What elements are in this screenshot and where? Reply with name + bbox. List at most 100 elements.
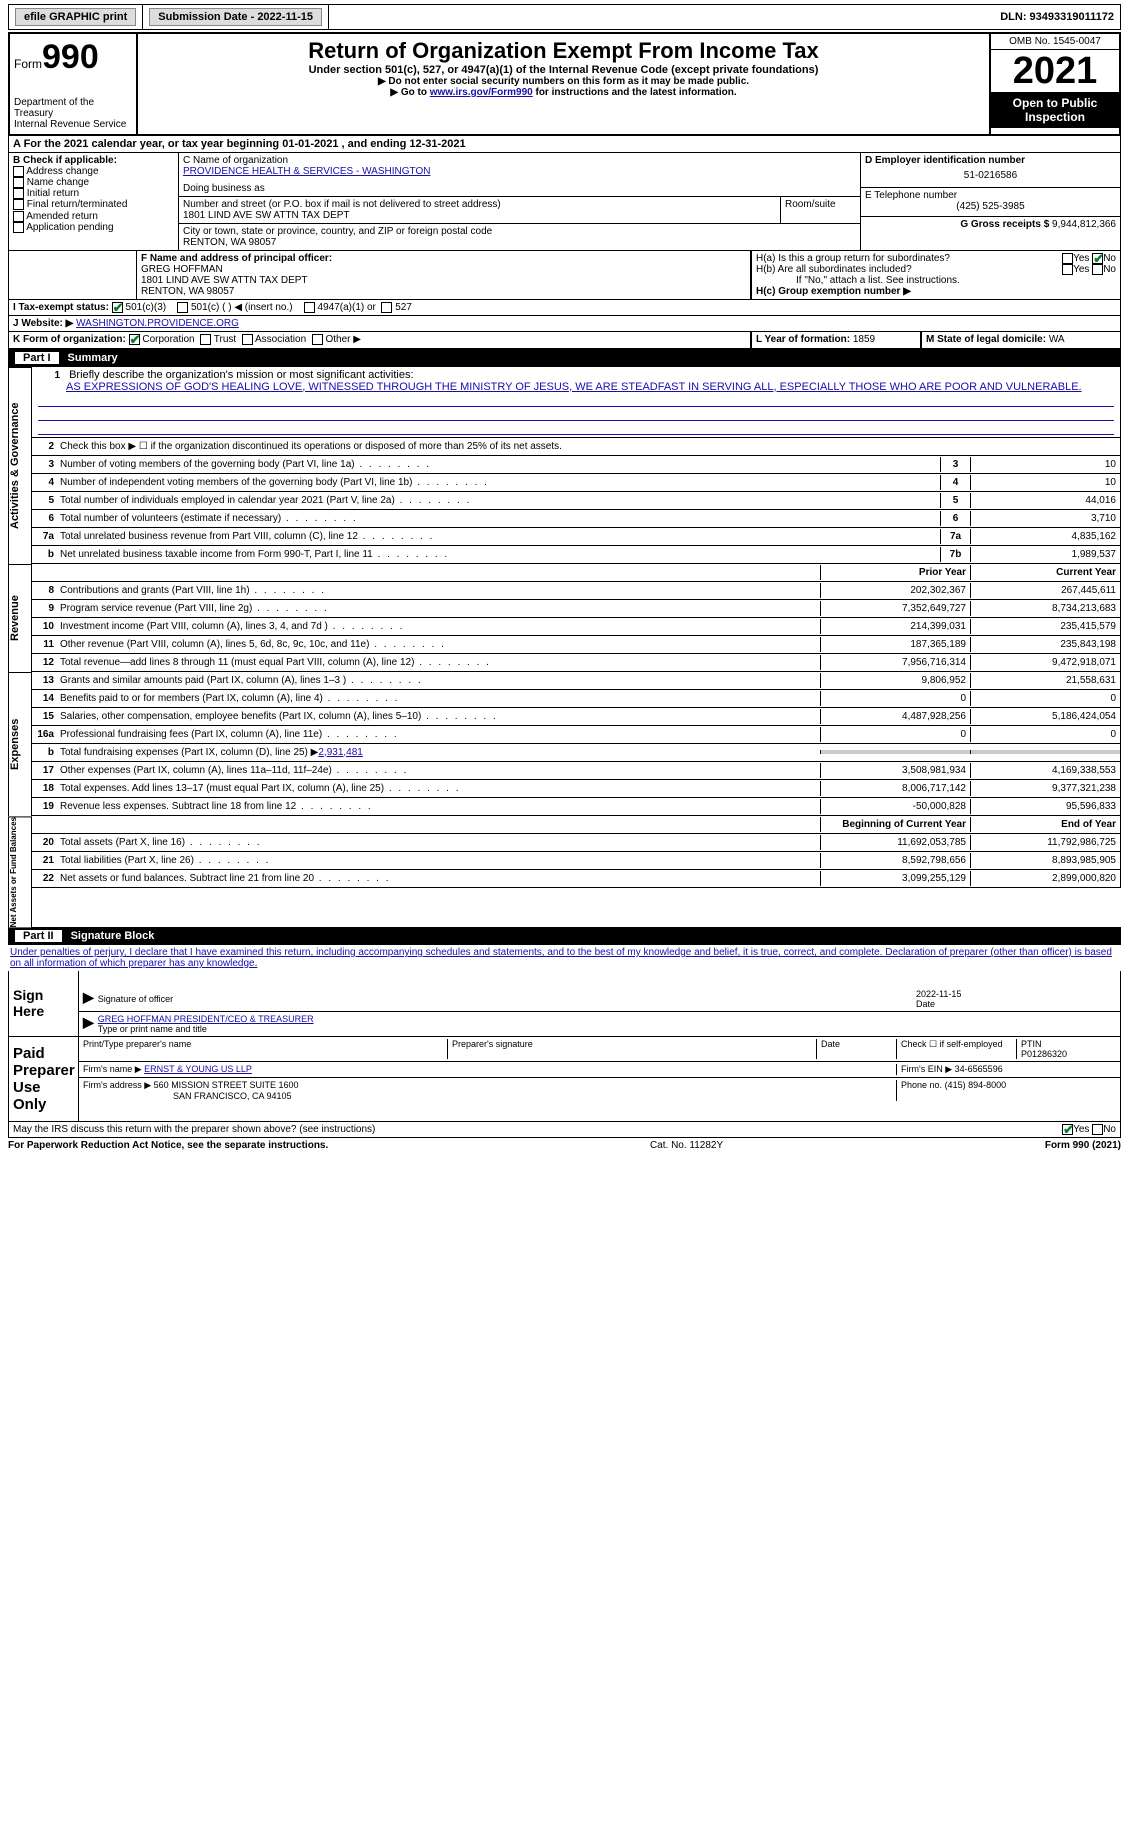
chk-assoc[interactable] (242, 334, 253, 345)
open-public: Open to Public Inspection (991, 92, 1119, 128)
chk-4947[interactable] (304, 302, 315, 313)
topbar: efile GRAPHIC print Submission Date - 20… (8, 4, 1121, 30)
firm-addr2: SAN FRANCISCO, CA 94105 (83, 1091, 292, 1101)
revenue-section: Revenue Prior YearCurrent Year 8Contribu… (8, 564, 1121, 672)
dept-label: Department of the Treasury (14, 97, 132, 119)
officer-name-title: GREG HOFFMAN PRESIDENT/CEO & TREASURER (98, 1014, 314, 1024)
city-value: RENTON, WA 98057 (183, 237, 856, 248)
form-header: Form990 Department of the Treasury Inter… (8, 32, 1121, 136)
gross-value: 9,944,812,366 (1052, 219, 1116, 230)
table-row: 15Salaries, other compensation, employee… (32, 708, 1121, 726)
gross-label: G Gross receipts $ (960, 219, 1049, 230)
line1-label: Briefly describe the organization's miss… (69, 369, 413, 381)
chk-final[interactable] (13, 199, 24, 210)
omb-number: OMB No. 1545-0047 (991, 34, 1119, 50)
chk-501c[interactable] (177, 302, 188, 313)
activities-governance: Activities & Governance 1 Briefly descri… (8, 367, 1121, 564)
chk-corp[interactable] (129, 334, 140, 345)
netassets-section: Net Assets or Fund Balances Beginning of… (8, 816, 1121, 927)
expenses-section: Expenses 13Grants and similar amounts pa… (8, 672, 1121, 816)
chk-address[interactable] (13, 166, 24, 177)
chk-other[interactable] (312, 334, 323, 345)
chk-discuss-no[interactable] (1092, 1124, 1103, 1135)
table-row: 16aProfessional fundraising fees (Part I… (32, 726, 1121, 744)
declaration: Under penalties of perjury, I declare th… (8, 945, 1121, 971)
table-row: 7aTotal unrelated business revenue from … (32, 528, 1121, 546)
firm-name[interactable]: ERNST & YOUNG US LLP (144, 1064, 252, 1074)
print-name-label: Print/Type preparer's name (83, 1039, 447, 1059)
room-label: Room/suite (780, 197, 860, 224)
officer-label: F Name and address of principal officer: (141, 253, 746, 264)
firm-phone: (415) 894-8000 (945, 1080, 1007, 1090)
table-row: 8Contributions and grants (Part VIII, li… (32, 582, 1121, 600)
table-row: 6Total number of volunteers (estimate if… (32, 510, 1121, 528)
chk-initial[interactable] (13, 188, 24, 199)
mission-text: AS EXPRESSIONS OF GOD'S HEALING LOVE, WI… (38, 381, 1114, 393)
street-label: Number and street (or P.O. box if mail i… (183, 199, 776, 210)
city-label: City or town, state or province, country… (183, 226, 856, 237)
officer-name: GREG HOFFMAN (141, 264, 746, 275)
table-row: 22Net assets or fund balances. Subtract … (32, 870, 1121, 888)
line16b: Total fundraising expenses (Part IX, col… (60, 745, 820, 760)
irs-link[interactable]: www.irs.gov/Form990 (430, 87, 533, 98)
chk-ha-yes[interactable] (1062, 253, 1073, 264)
page-footer: For Paperwork Reduction Act Notice, see … (8, 1138, 1121, 1153)
table-row: 3Number of voting members of the governi… (32, 456, 1121, 474)
table-row: 17Other expenses (Part IX, column (A), l… (32, 762, 1121, 780)
street-value: 1801 LIND AVE SW ATTN TAX DEPT (183, 210, 776, 221)
table-row: 5Total number of individuals employed in… (32, 492, 1121, 510)
officer-addr2: RENTON, WA 98057 (141, 286, 746, 297)
current-year-hdr: Current Year (970, 565, 1120, 580)
part1-header: Part ISummary (8, 349, 1121, 367)
table-row: 14Benefits paid to or for members (Part … (32, 690, 1121, 708)
dba-label: Doing business as (183, 183, 856, 194)
ein-label: D Employer identification number (865, 155, 1116, 166)
section-i: I Tax-exempt status: 501(c)(3) 501(c) ( … (8, 300, 1121, 316)
section-f-h: F Name and address of principal officer:… (8, 251, 1121, 300)
dln: DLN: 93493319011172 (994, 5, 1120, 29)
efile-label: efile GRAPHIC print (9, 5, 143, 29)
form-number: Form990 (14, 38, 132, 77)
chk-527[interactable] (381, 302, 392, 313)
sig-officer-label: Signature of officer (98, 994, 173, 1004)
firm-ein: 34-6565596 (955, 1064, 1003, 1074)
table-row: bNet unrelated business taxable income f… (32, 546, 1121, 564)
hc-label: H(c) Group exemption number ▶ (756, 286, 1116, 297)
table-row: 13Grants and similar amounts paid (Part … (32, 672, 1121, 690)
chk-trust[interactable] (200, 334, 211, 345)
sign-here-block: Sign Here ▶Signature of officer 2022-11-… (8, 971, 1121, 1037)
chk-hb-no[interactable] (1092, 264, 1103, 275)
header-grid: B Check if applicable: Address change Na… (8, 153, 1121, 251)
phone-value: (425) 525-3985 (865, 201, 1116, 212)
chk-amended[interactable] (13, 211, 24, 222)
table-row: 18Total expenses. Add lines 13–17 (must … (32, 780, 1121, 798)
self-employed: Check ☐ if self-employed (896, 1039, 1016, 1059)
hb-note: If "No," attach a list. See instructions… (756, 275, 1116, 286)
table-row: 10Investment income (Part VIII, column (… (32, 618, 1121, 636)
table-row: 19Revenue less expenses. Subtract line 1… (32, 798, 1121, 816)
sign-here-label: Sign Here (9, 971, 79, 1036)
prior-year-hdr: Prior Year (820, 565, 970, 580)
section-klm: K Form of organization: Corporation Trus… (8, 332, 1121, 348)
ha-label: H(a) Is this a group return for subordin… (756, 253, 950, 264)
ein-value: 51-0216586 (865, 166, 1116, 185)
chk-discuss-yes[interactable] (1062, 1124, 1073, 1135)
table-row: 20Total assets (Part X, line 16)11,692,0… (32, 834, 1121, 852)
org-name[interactable]: PROVIDENCE HEALTH & SERVICES - WASHINGTO… (183, 166, 856, 177)
table-row: 9Program service revenue (Part VIII, lin… (32, 600, 1121, 618)
form-title: Return of Organization Exempt From Incom… (146, 38, 981, 64)
chk-name[interactable] (13, 177, 24, 188)
paid-preparer-block: Paid Preparer Use Only Print/Type prepar… (8, 1037, 1121, 1122)
table-row: 12Total revenue—add lines 8 through 11 (… (32, 654, 1121, 672)
paid-preparer-label: Paid Preparer Use Only (9, 1037, 79, 1121)
chk-ha-no[interactable] (1092, 253, 1103, 264)
website-link[interactable]: WASHINGTON.PROVIDENCE.ORG (76, 318, 239, 329)
chk-501c3[interactable] (112, 302, 123, 313)
tax-year: 2021 (991, 50, 1119, 92)
ptin-value: P01286320 (1021, 1049, 1067, 1059)
part2-header: Part IISignature Block (8, 927, 1121, 945)
table-row: 4Number of independent voting members of… (32, 474, 1121, 492)
chk-hb-yes[interactable] (1062, 264, 1073, 275)
chk-pending[interactable] (13, 222, 24, 233)
section-b: B Check if applicable: Address change Na… (8, 153, 178, 251)
